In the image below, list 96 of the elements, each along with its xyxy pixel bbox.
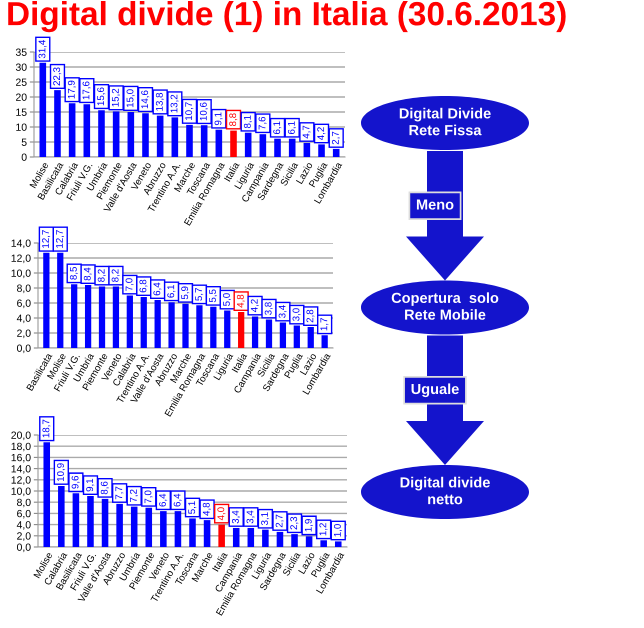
data-label: 15,2 [112,88,120,106]
y-tick-label: 20 [16,94,27,101]
y-tick-label: 20,0 [11,432,31,440]
data-label: 3,4 [278,305,287,318]
data-label: 6,4 [174,494,182,506]
data-label: 7,0 [144,490,153,504]
data-label: 6,4 [153,282,162,296]
data-label: 9,6 [72,476,80,489]
data-label: 4,0 [217,507,226,520]
y-tick-label: 5 [22,138,27,146]
y-tick-label: 10,0 [12,270,31,278]
data-label: 6,1 [167,285,176,298]
data-label: 7,7 [115,486,124,500]
data-label: 13,8 [156,92,164,111]
data-label: 17,6 [82,82,91,100]
y-tick-label: 0,0 [16,344,31,354]
data-label: 6,1 [273,121,282,134]
y-tick-label: 6,0 [17,300,31,308]
data-label: 1,7 [320,318,328,330]
y-tick-label: 8,0 [17,284,31,294]
data-label: 2,3 [290,516,298,530]
data-label: 6,1 [288,121,296,134]
y-tick-label: 10,0 [12,488,31,496]
data-label: 18,7 [42,420,51,438]
y-tick-label: 12,0 [12,254,31,264]
data-label: 31,4 [38,40,47,58]
y-tick-label: 15 [16,108,27,116]
y-tick-label: 14,0 [12,465,31,474]
y-tick-label: 2,0 [17,330,31,338]
data-label: 3,0 [292,308,301,321]
data-label: 17,9 [68,80,76,98]
text: Meno [416,199,454,210]
data-label: 4,8 [202,502,211,516]
data-label: 2,7 [276,514,284,528]
data-label: 8,2 [98,269,106,282]
chart-title: Digital divide (1) in Italia (30.6.2013) [8,1,566,32]
data-label: 13,2 [170,94,179,112]
y-tick-label: 16,0 [12,454,31,463]
data-label: 6,4 [159,494,168,506]
y-tick-label: 35 [16,48,27,56]
data-label: 1,0 [334,524,342,536]
data-label: 6,8 [139,280,148,292]
data-label: 5,5 [209,289,218,302]
data-label: 4,2 [250,299,259,312]
data-label: 1,9 [304,519,313,532]
data-label: 15,0 [126,89,135,108]
text: Digital divide netto [400,476,490,504]
data-label: 7,6 [258,116,267,130]
data-label: 8,6 [100,482,109,494]
y-tick-label: 10 [16,124,27,131]
data-label: 5,7 [195,288,204,301]
y-tick-label: 25 [16,78,27,86]
data-label: 9,1 [86,478,94,492]
data-label: 3,1 [261,512,270,526]
data-label: 5,9 [181,286,190,300]
y-tick-label: 0,0 [16,544,31,552]
y-tick-label: 4,0 [16,521,31,530]
data-label: 10,7 [185,102,194,120]
y-tick-label: 4,0 [16,314,31,324]
data-label: 7,0 [126,278,134,291]
text: Copertura solo Rete Mobile [392,292,498,320]
data-label: 8,1 [244,115,252,128]
y-tick-label: 0 [22,154,27,161]
data-label: 14,6 [141,90,150,108]
data-label: 4,8 [236,294,245,308]
data-label: 1,2 [319,523,328,536]
data-label: 15,6 [97,88,106,106]
data-label: 2,8 [306,310,314,322]
data-label: 8,8 [229,113,238,126]
y-tick-label: 2,0 [17,532,31,541]
y-tick-label: 12,0 [12,476,31,485]
data-label: 4,7 [302,126,311,139]
data-label: 8,4 [84,268,92,280]
data-label: 7,2 [130,489,138,502]
y-tick-label: 8,0 [17,498,31,508]
y-tick-label: 30 [16,64,27,71]
data-label: 8,5 [70,266,78,280]
data-label: 2,7 [332,132,340,144]
data-label: 3,4 [246,510,255,524]
data-label: 22,3 [53,67,62,86]
data-label: 12,7 [42,230,50,248]
text: Uguale [412,383,459,398]
data-label: 5,1 [188,501,196,514]
data-label: 3,4 [232,510,240,524]
data-label: 4,2 [317,127,326,140]
data-label: 10,9 [57,463,66,482]
y-tick-label: 18,0 [12,442,31,452]
data-label: 3,8 [264,302,273,315]
data-label: 5,0 [222,293,232,306]
y-tick-label: 14,0 [12,240,31,248]
text: Digital Divide Rete Fissa [400,108,491,136]
data-label: 9,1 [214,112,223,126]
data-label: 8,2 [112,269,120,282]
data-label: 10,6 [200,102,208,120]
y-tick-label: 6,0 [17,510,31,519]
data-label: 12,7 [56,230,64,248]
